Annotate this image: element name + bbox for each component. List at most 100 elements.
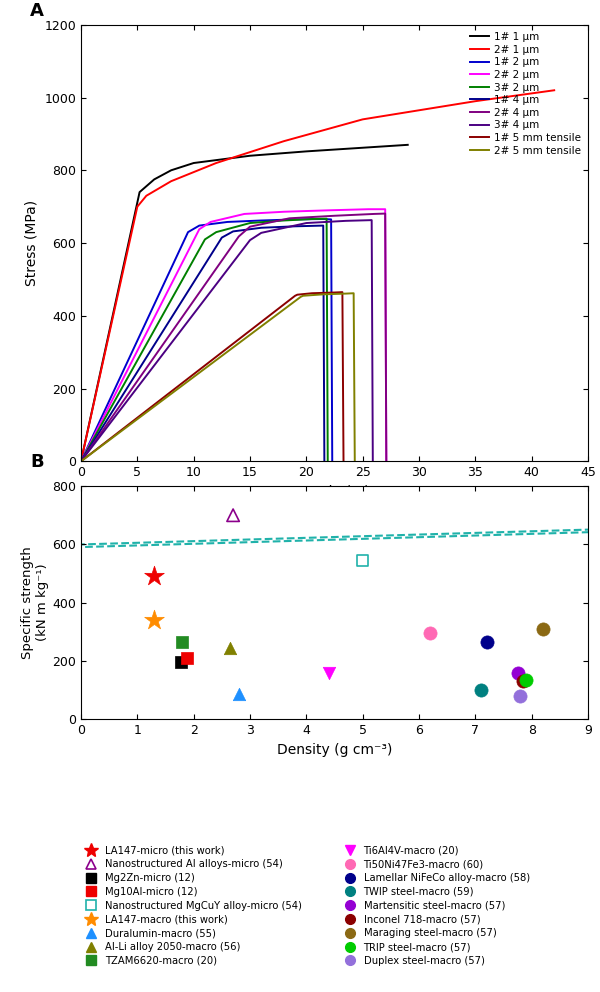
Point <box>149 612 159 628</box>
Point <box>234 686 244 702</box>
2# 5 mm tensile <box>77 455 85 467</box>
2# 1 μm <box>359 113 366 125</box>
2# 5 mm tensile <box>320 289 327 301</box>
2# 1 μm <box>212 157 220 169</box>
Text: B: B <box>30 453 44 471</box>
2# 4 μm <box>382 207 389 219</box>
2# 5 mm tensile <box>350 288 357 300</box>
2# 2 μm <box>241 208 248 220</box>
1# 2 μm <box>224 216 231 228</box>
2# 5 mm tensile <box>297 291 304 303</box>
3# 4 μm <box>342 215 349 227</box>
2# 2 μm <box>207 216 214 228</box>
Line: 2# 1 μm: 2# 1 μm <box>81 90 554 461</box>
3# 2 μm <box>308 213 316 225</box>
1# 2 μm <box>292 213 299 225</box>
Point <box>182 650 192 666</box>
2# 5 mm tensile <box>351 455 358 467</box>
Legend: 1# 1 μm, 2# 1 μm, 1# 2 μm, 2# 2 μm, 3# 2 μm, 1# 4 μm, 2# 4 μm, 3# 4 μm, 1# 5 mm : 1# 1 μm, 2# 1 μm, 1# 2 μm, 2# 2 μm, 3# 2… <box>466 28 585 160</box>
2# 4 μm <box>331 210 338 222</box>
1# 5 mm tensile <box>331 287 338 299</box>
1# 1 μm <box>359 142 366 154</box>
1# 2 μm <box>184 226 191 238</box>
1# 1 μm <box>303 146 310 158</box>
3# 2 μm <box>280 214 287 226</box>
1# 2 μm <box>320 213 327 225</box>
1# 2 μm <box>77 455 85 467</box>
1# 1 μm <box>77 455 85 467</box>
1# 1 μm <box>167 165 175 177</box>
Line: 3# 4 μm: 3# 4 μm <box>81 220 373 461</box>
Point <box>228 507 238 523</box>
Line: 1# 5 mm tensile: 1# 5 mm tensile <box>81 292 344 461</box>
1# 5 mm tensile <box>294 289 301 301</box>
1# 5 mm tensile <box>292 290 299 302</box>
1# 4 μm <box>230 225 237 237</box>
1# 5 mm tensile <box>339 286 346 298</box>
1# 1 μm <box>136 186 143 198</box>
2# 2 μm <box>77 455 85 467</box>
Point <box>358 553 367 568</box>
Point <box>149 568 159 584</box>
2# 1 μm <box>551 84 558 96</box>
Text: A: A <box>30 2 44 20</box>
2# 1 μm <box>167 176 175 187</box>
2# 2 μm <box>365 203 372 215</box>
2# 4 μm <box>286 212 293 224</box>
1# 2 μm <box>196 219 203 231</box>
2# 5 mm tensile <box>299 290 307 302</box>
3# 4 μm <box>369 455 376 467</box>
Y-axis label: Specific strength
(kN m kg⁻¹): Specific strength (kN m kg⁻¹) <box>22 547 49 659</box>
2# 2 μm <box>382 203 389 215</box>
3# 4 μm <box>303 217 310 229</box>
Point <box>226 640 235 656</box>
1# 1 μm <box>190 157 197 169</box>
2# 4 μm <box>370 208 377 220</box>
2# 2 μm <box>325 204 332 216</box>
Point <box>425 625 435 641</box>
1# 2 μm <box>328 213 335 225</box>
1# 4 μm <box>257 222 265 234</box>
2# 1 μm <box>143 189 150 201</box>
2# 2 μm <box>196 223 203 235</box>
X-axis label: Strain (%): Strain (%) <box>299 485 370 499</box>
3# 2 μm <box>212 226 220 238</box>
3# 4 μm <box>247 234 254 246</box>
1# 1 μm <box>247 150 254 162</box>
2# 4 μm <box>383 455 390 467</box>
3# 4 μm <box>368 214 375 226</box>
2# 2 μm <box>383 455 390 467</box>
2# 4 μm <box>77 455 85 467</box>
Point <box>538 621 548 637</box>
Point <box>482 634 491 650</box>
1# 4 μm <box>218 231 226 243</box>
Legend: Ti6Al4V-macro (20), Ti50Ni47Fe3-macro (60), Lamellar NiFeCo alloy-macro (58), TW: Ti6Al4V-macro (20), Ti50Ni47Fe3-macro (6… <box>340 845 530 966</box>
Line: 3# 2 μm: 3# 2 μm <box>81 218 328 461</box>
2# 1 μm <box>472 95 479 107</box>
Line: 2# 5 mm tensile: 2# 5 mm tensile <box>81 294 355 461</box>
1# 4 μm <box>292 220 299 232</box>
1# 4 μm <box>320 219 327 231</box>
3# 2 μm <box>323 212 330 224</box>
Line: 1# 1 μm: 1# 1 μm <box>81 145 408 461</box>
Point <box>515 688 525 704</box>
2# 1 μm <box>280 135 287 147</box>
3# 2 μm <box>202 233 209 245</box>
1# 5 mm tensile <box>340 455 347 467</box>
3# 2 μm <box>247 217 254 229</box>
Point <box>513 665 523 681</box>
Point <box>176 655 186 671</box>
1# 1 μm <box>404 139 412 151</box>
X-axis label: Density (g cm⁻³): Density (g cm⁻³) <box>277 743 392 757</box>
2# 4 μm <box>235 230 242 242</box>
3# 2 μm <box>324 455 331 467</box>
3# 4 μm <box>257 227 265 239</box>
2# 1 μm <box>134 200 141 212</box>
3# 2 μm <box>77 455 85 467</box>
2# 5 mm tensile <box>342 288 349 300</box>
Line: 1# 4 μm: 1# 4 μm <box>81 225 325 461</box>
1# 5 mm tensile <box>308 288 316 300</box>
3# 4 μm <box>77 455 85 467</box>
1# 4 μm <box>77 455 85 467</box>
Line: 2# 4 μm: 2# 4 μm <box>81 213 386 461</box>
